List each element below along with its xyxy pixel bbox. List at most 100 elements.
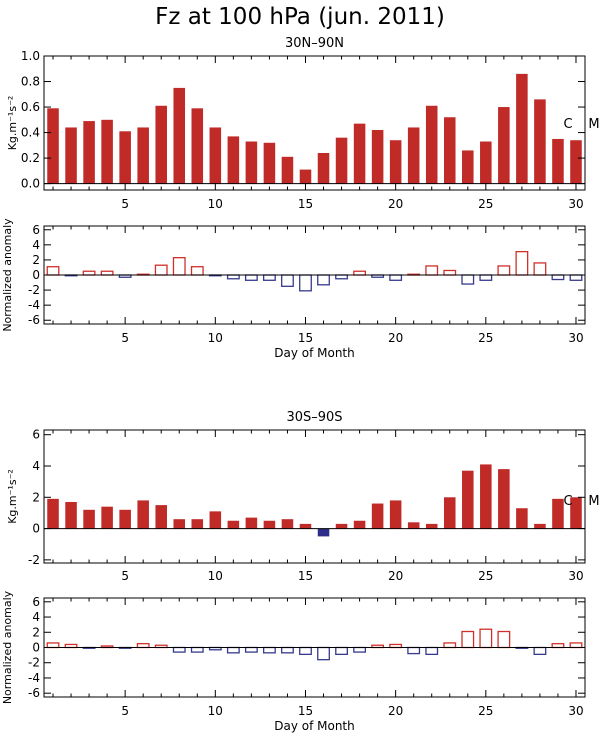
x-tick-label: 25 (478, 569, 493, 583)
bar-day-5 (119, 131, 131, 184)
bar-day-7 (155, 105, 167, 184)
bar-day-30 (569, 274, 583, 281)
bar-day-8 (173, 519, 186, 529)
bar-day-20 (389, 500, 402, 529)
bar-day-9 (191, 108, 204, 184)
x-tick-label: 20 (388, 704, 403, 718)
plot-frame (43, 429, 586, 564)
bar-day-4 (101, 506, 113, 529)
bar-day-11 (226, 646, 240, 654)
panel-title: 30N–90N (285, 36, 344, 51)
bar-day-11 (226, 274, 240, 280)
bar-day-3 (82, 270, 96, 276)
side-label-c: C (563, 117, 572, 132)
y-tick-label: 6 (32, 223, 40, 237)
y-tick-label: -4 (28, 298, 40, 312)
bar-day-22 (425, 646, 439, 656)
y-axis-title: Kg.m⁻¹s⁻² (6, 469, 19, 524)
bar-day-19 (371, 503, 384, 529)
y-tick-label: -4 (28, 671, 40, 685)
y-tick-label: 4 (32, 238, 40, 252)
y-tick-label: 0 (32, 522, 40, 536)
bar-day-24 (462, 470, 474, 529)
y-tick-label: -2 (28, 656, 40, 670)
y-tick-label: -6 (28, 313, 40, 327)
x-tick-label: 15 (298, 569, 313, 583)
x-tick-label: 20 (388, 197, 403, 211)
bar-day-22 (425, 265, 439, 276)
y-tick-label: 6 (32, 428, 40, 442)
bar-day-5 (119, 509, 131, 529)
bar-day-30 (570, 497, 582, 529)
bar-day-7 (154, 264, 168, 276)
y-tick-label: 0.4 (21, 126, 40, 140)
bar-day-26 (497, 265, 511, 276)
bar-day-17 (335, 137, 348, 184)
bar-day-8 (172, 257, 186, 276)
bar-day-18 (353, 520, 366, 529)
bar-day-25 (479, 628, 493, 649)
chart-panel-1: 0.0 0.2 0.4 0.6 0.8 1.0 5 10 15 20 25 30 30N–90N Kg.m… (6, 36, 600, 211)
plot-frame (43, 55, 586, 191)
bar-day-25 (479, 274, 493, 281)
bar-day-26 (498, 107, 510, 184)
bar-day-27 (516, 508, 528, 529)
x-axis-title: Day of Month (274, 719, 355, 733)
bar-day-10 (209, 127, 222, 184)
bar-day-28 (534, 523, 546, 529)
x-tick-label: 10 (208, 331, 223, 345)
bar-day-28 (534, 99, 546, 184)
bar-day-24 (461, 274, 475, 285)
bar-day-27 (516, 73, 528, 184)
bar-day-26 (497, 630, 511, 649)
bar-day-21 (407, 522, 420, 529)
bar-day-13 (263, 142, 276, 184)
y-tick-label: 0 (32, 641, 40, 655)
bar-day-17 (335, 523, 348, 529)
y-tick-label: -2 (28, 553, 40, 567)
y-tick-label: 2 (32, 253, 40, 267)
y-tick-label: 0 (32, 268, 40, 282)
bar-day-6 (136, 643, 150, 649)
y-tick-label: -2 (28, 283, 40, 297)
bar-day-11 (227, 520, 240, 529)
x-tick-label: 15 (298, 197, 313, 211)
y-tick-label: 0.8 (21, 75, 40, 89)
bar-day-13 (262, 646, 276, 654)
x-tick-label: 30 (568, 569, 583, 583)
y-axis-title: Kg.m⁻¹s⁻² (6, 96, 19, 151)
y-tick-label: 0.0 (21, 177, 40, 191)
y-tick-label: 1.0 (21, 49, 40, 63)
bar-day-24 (462, 150, 474, 184)
bar-day-16 (317, 274, 330, 286)
bar-day-12 (244, 646, 258, 653)
bar-day-1 (47, 498, 59, 529)
bar-day-1 (46, 266, 60, 276)
bar-day-12 (244, 274, 258, 281)
chart-panel-4: -6-4-20 246 5 10 15 20 25 30 Day of Month Normali… (1, 590, 586, 733)
bar-day-20 (389, 140, 402, 184)
bar-day-14 (281, 646, 294, 654)
bar-day-22 (425, 523, 438, 529)
bar-day-9 (190, 646, 204, 653)
x-tick-label: 20 (388, 569, 403, 583)
bar-day-28 (533, 262, 547, 276)
bar-day-6 (137, 500, 149, 529)
bar-day-29 (552, 138, 564, 184)
x-tick-label: 10 (208, 704, 223, 718)
y-axis-title: Normalized anomaly (1, 218, 14, 332)
side-label-m: M (588, 494, 599, 509)
x-tick-label: 25 (478, 704, 493, 718)
bar-day-29 (552, 498, 564, 529)
bar-day-16 (317, 152, 330, 184)
bar-day-15 (299, 646, 312, 656)
x-tick-label: 10 (208, 569, 223, 583)
bar-day-14 (281, 156, 294, 184)
x-tick-label: 10 (208, 197, 223, 211)
bar-day-15 (299, 274, 312, 292)
bar-day-23 (443, 497, 456, 529)
bar-day-2 (65, 127, 77, 184)
x-tick-label: 5 (121, 704, 129, 718)
x-tick-label: 30 (568, 331, 583, 345)
